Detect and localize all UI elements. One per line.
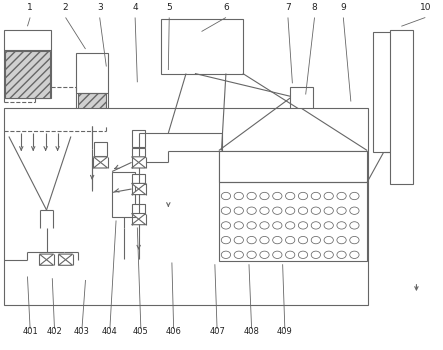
Bar: [78, 93, 106, 126]
Polygon shape: [93, 157, 108, 162]
Polygon shape: [39, 260, 54, 265]
Polygon shape: [58, 254, 73, 260]
Text: 409: 409: [277, 327, 293, 336]
Bar: [390, 30, 413, 184]
Text: 401: 401: [22, 327, 38, 336]
Bar: [76, 52, 108, 126]
Text: 406: 406: [166, 327, 182, 336]
Text: 9: 9: [341, 3, 346, 12]
Bar: [132, 174, 145, 184]
Polygon shape: [132, 162, 146, 168]
Text: 3: 3: [97, 3, 102, 12]
Polygon shape: [132, 157, 146, 162]
Text: 10: 10: [420, 3, 431, 12]
Text: 1: 1: [27, 3, 33, 12]
Bar: [132, 148, 145, 158]
Bar: [4, 108, 368, 304]
Bar: [132, 204, 145, 214]
Text: 408: 408: [244, 327, 260, 336]
Bar: [4, 30, 51, 98]
Polygon shape: [132, 214, 146, 219]
Bar: [5, 51, 50, 98]
Text: 404: 404: [102, 327, 118, 336]
Text: 402: 402: [47, 327, 62, 336]
Polygon shape: [132, 189, 146, 195]
Bar: [373, 32, 394, 152]
Bar: [112, 172, 135, 217]
Text: 5: 5: [167, 3, 172, 12]
Bar: [161, 19, 243, 74]
Bar: [219, 150, 367, 182]
Text: 2: 2: [63, 3, 68, 12]
Polygon shape: [39, 254, 54, 260]
Polygon shape: [132, 183, 146, 189]
Text: 6: 6: [223, 3, 229, 12]
Text: 407: 407: [209, 327, 225, 336]
Text: 4: 4: [132, 3, 138, 12]
Polygon shape: [93, 162, 108, 168]
Bar: [132, 130, 145, 147]
Text: 403: 403: [74, 327, 90, 336]
Polygon shape: [58, 260, 73, 265]
Text: 7: 7: [285, 3, 291, 12]
Bar: [94, 142, 107, 156]
Bar: [290, 87, 313, 108]
Text: 8: 8: [312, 3, 317, 12]
Polygon shape: [132, 219, 146, 225]
Text: 405: 405: [133, 327, 149, 336]
Bar: [219, 150, 367, 261]
